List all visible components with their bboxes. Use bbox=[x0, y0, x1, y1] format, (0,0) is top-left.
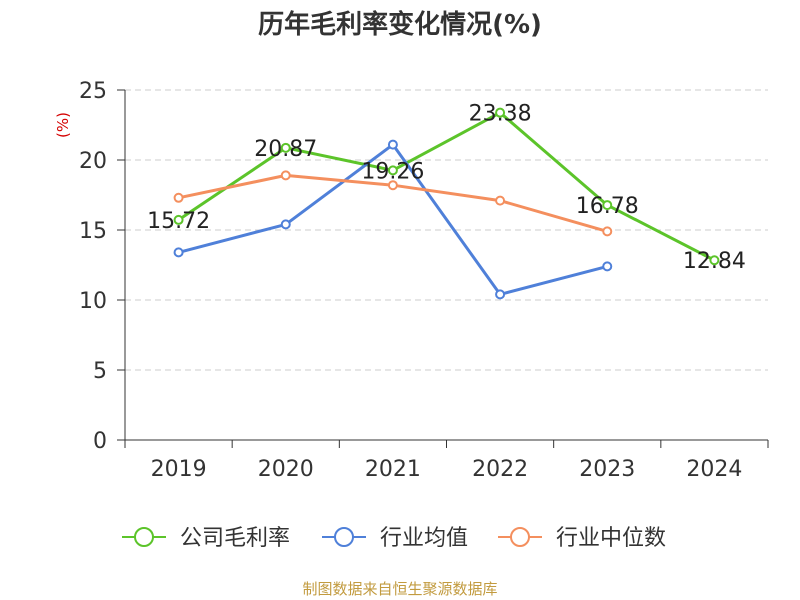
legend-label: 行业均值 bbox=[380, 526, 468, 551]
company-gross-margin-data-label: 12.84 bbox=[683, 249, 746, 274]
industry-median-point bbox=[387, 180, 398, 191]
company-gross-margin-point bbox=[280, 142, 291, 153]
legend-marker-icon bbox=[334, 527, 354, 547]
industry-average-point bbox=[387, 139, 398, 150]
industry-median-point bbox=[495, 195, 506, 206]
industry-average-point bbox=[602, 261, 613, 272]
legend-item-industry-median[interactable]: 行业中位数 bbox=[498, 526, 666, 551]
industry-average-point bbox=[280, 219, 291, 230]
series-layer bbox=[173, 107, 720, 300]
company-gross-margin-data-label: 15.72 bbox=[147, 209, 210, 234]
legend-marker-icon bbox=[134, 527, 154, 547]
gridlines bbox=[125, 89, 768, 371]
company-gross-margin-point bbox=[387, 165, 398, 176]
x-tick-label: 2021 bbox=[365, 457, 421, 482]
industry-average-point bbox=[173, 247, 184, 258]
industry-median-point bbox=[280, 170, 291, 181]
axes: 0 5 10 15 20 25 2019 2020 2021 2022 2023 2024 bbox=[79, 79, 769, 482]
y-tick-label: 5 bbox=[93, 359, 107, 384]
y-axis-label: (%) bbox=[54, 112, 72, 138]
industry-median-series bbox=[173, 170, 613, 237]
x-tick-label: 2022 bbox=[472, 457, 528, 482]
company-gross-margin-point bbox=[173, 214, 184, 225]
x-tick-label: 2024 bbox=[686, 457, 742, 482]
y-tick-label: 15 bbox=[79, 219, 107, 244]
company-gross-margin-point bbox=[709, 255, 720, 266]
legend-item-industry-average[interactable]: 行业均值 bbox=[322, 526, 468, 551]
company-gross-margin-data-label: 19.26 bbox=[361, 159, 424, 184]
industry-median-point bbox=[602, 226, 613, 237]
chart-title: 历年毛利率变化情况(%) bbox=[258, 9, 542, 40]
source-note: 制图数据来自恒生聚源数据库 bbox=[302, 580, 497, 598]
company-gross-margin-point bbox=[602, 200, 613, 211]
company-gross-margin-data-label: 16.78 bbox=[576, 194, 639, 219]
industry-median-point bbox=[173, 192, 184, 203]
company-gross-margin-point bbox=[495, 107, 506, 118]
x-tick-label: 2019 bbox=[151, 457, 207, 482]
y-tick-label: 20 bbox=[79, 149, 107, 174]
y-tick-label: 25 bbox=[79, 79, 107, 104]
x-tick-label: 2023 bbox=[579, 457, 635, 482]
company-gross-margin-line bbox=[177, 111, 716, 262]
company-gross-margin-series bbox=[173, 107, 720, 266]
company-gross-margin-data-label: 23.38 bbox=[469, 102, 532, 127]
x-tick-label: 2020 bbox=[258, 457, 314, 482]
data-labels: 15.72 20.87 19.26 23.38 16.78 12.84 bbox=[147, 102, 746, 275]
y-tick-label: 0 bbox=[93, 429, 107, 454]
y-tick-label: 10 bbox=[79, 289, 107, 314]
industry-average-point bbox=[495, 289, 506, 300]
company-gross-margin-data-label: 20.87 bbox=[254, 137, 317, 162]
legend-label: 行业中位数 bbox=[556, 526, 666, 551]
industry-average-series bbox=[173, 139, 613, 300]
legend: 公司毛利率 行业均值 行业中位数 bbox=[122, 526, 666, 551]
legend-item-company-gross-margin[interactable]: 公司毛利率 bbox=[122, 526, 290, 551]
legend-label: 公司毛利率 bbox=[180, 526, 290, 551]
legend-marker-icon bbox=[510, 527, 530, 547]
